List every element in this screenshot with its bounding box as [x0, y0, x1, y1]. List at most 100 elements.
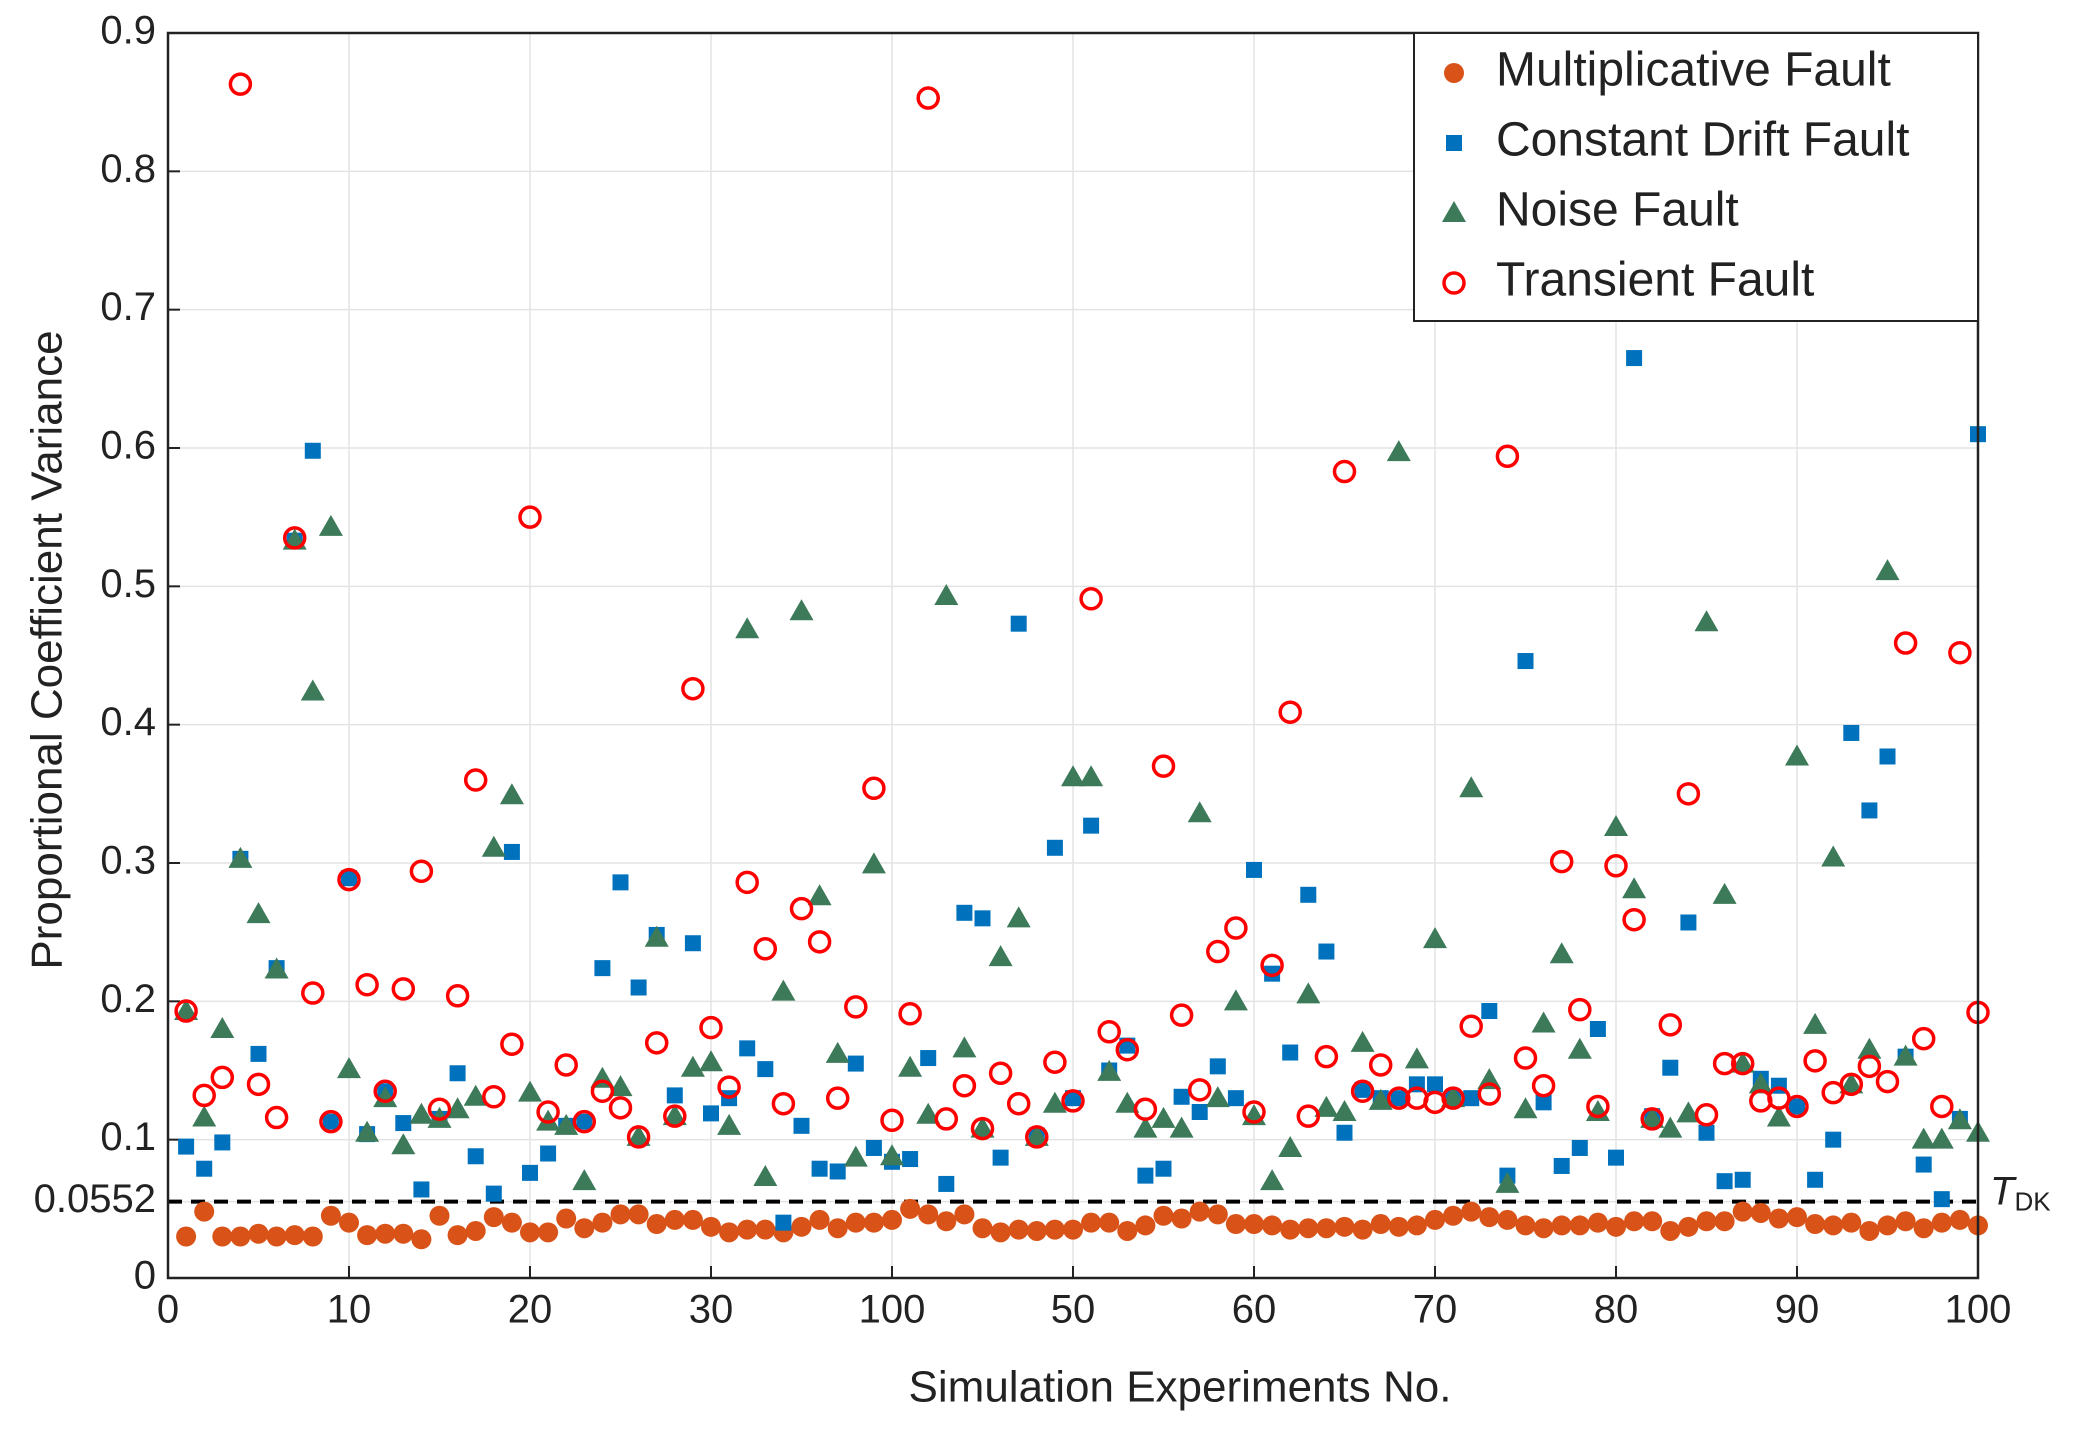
point: [481, 835, 506, 857]
point: [413, 1181, 430, 1198]
point: [1425, 1209, 1445, 1230]
point: [214, 1134, 231, 1151]
threshold-subscript: DK: [2014, 1187, 2051, 1217]
point: [1209, 1058, 1226, 1075]
point: [1441, 1086, 1466, 1108]
point: [701, 1216, 721, 1237]
point: [628, 1204, 649, 1225]
point: [1224, 916, 1248, 940]
point: [373, 1086, 398, 1108]
point: [1079, 765, 1104, 787]
point: [554, 1053, 578, 1077]
point: [1678, 1216, 1699, 1237]
point: [789, 896, 814, 921]
point: [664, 1209, 685, 1230]
y-tick-label: 0.4: [100, 700, 156, 744]
point: [735, 617, 760, 639]
point: [210, 1065, 235, 1090]
point: [608, 1096, 633, 1120]
point: [1698, 1124, 1715, 1141]
point: [1857, 1054, 1882, 1079]
point: [445, 1097, 470, 1119]
point: [445, 984, 470, 1008]
point: [572, 1109, 597, 1134]
point: [1137, 1167, 1154, 1184]
legend-box: [1413, 32, 1979, 322]
point: [918, 1204, 939, 1225]
point: [1388, 1216, 1409, 1237]
threshold-symbol: T: [1990, 1169, 2017, 1213]
point: [194, 1201, 215, 1222]
point: [1949, 1209, 1970, 1230]
point: [992, 1149, 1009, 1166]
point: [825, 1041, 850, 1063]
point: [1008, 1219, 1029, 1240]
point: [574, 1218, 595, 1239]
point: [355, 1120, 380, 1142]
point: [1044, 1219, 1065, 1240]
point: [1587, 1212, 1608, 1233]
point: [771, 979, 796, 1001]
point: [540, 1145, 557, 1162]
point: [646, 1214, 667, 1235]
point: [1332, 1100, 1357, 1121]
y-tick-label: 0.6: [100, 424, 156, 468]
point: [1893, 631, 1918, 655]
x-tick-label: 50: [1051, 1288, 1096, 1332]
point: [1658, 1116, 1683, 1138]
point: [1151, 754, 1176, 778]
point: [1026, 1220, 1047, 1241]
point: [522, 1164, 538, 1181]
point: [282, 526, 307, 550]
point: [1278, 1135, 1303, 1157]
point: [1533, 1218, 1554, 1239]
x-tick-label: 30: [689, 1288, 734, 1332]
point: [1859, 1220, 1880, 1241]
point: [988, 1061, 1013, 1086]
point: [970, 1116, 995, 1141]
point: [304, 442, 321, 459]
point: [1187, 1078, 1212, 1102]
point: [844, 995, 868, 1019]
point: [865, 1139, 882, 1156]
point: [1061, 765, 1085, 787]
point: [861, 852, 886, 874]
y-tick-label: 0.5: [100, 562, 156, 606]
point: [246, 1072, 271, 1097]
point: [1061, 1089, 1085, 1113]
point: [1081, 1212, 1102, 1233]
point: [300, 679, 325, 701]
point: [1841, 1212, 1862, 1233]
point: [518, 1080, 542, 1102]
point: [192, 1105, 217, 1127]
legend-label: Transient Fault: [1496, 254, 1814, 307]
point: [196, 1160, 213, 1177]
point: [1696, 1211, 1717, 1232]
point: [1459, 776, 1484, 798]
point: [1947, 1108, 1972, 1130]
series: [174, 440, 1990, 1193]
point: [590, 1079, 615, 1103]
legend-marker: [1442, 201, 1466, 222]
point: [1622, 907, 1646, 932]
point: [829, 1163, 846, 1180]
point: [210, 1017, 235, 1038]
point: [395, 1115, 412, 1132]
point: [1135, 1215, 1156, 1236]
point: [1386, 440, 1411, 462]
point: [1463, 1090, 1480, 1107]
legend-label: Noise Fault: [1496, 184, 1739, 237]
point: [357, 1225, 378, 1246]
point: [1931, 1212, 1952, 1233]
point: [483, 1207, 504, 1228]
y-tick-label: 0.2: [100, 977, 156, 1021]
point: [1730, 1051, 1755, 1073]
x-tick-label: 90: [1775, 1288, 1820, 1332]
point: [699, 1050, 723, 1072]
point: [1151, 1106, 1176, 1128]
point: [337, 1057, 361, 1079]
y-axis-label: Proportional Coefficient Variance: [23, 330, 72, 969]
point: [1262, 1215, 1283, 1236]
point: [1459, 1014, 1483, 1038]
